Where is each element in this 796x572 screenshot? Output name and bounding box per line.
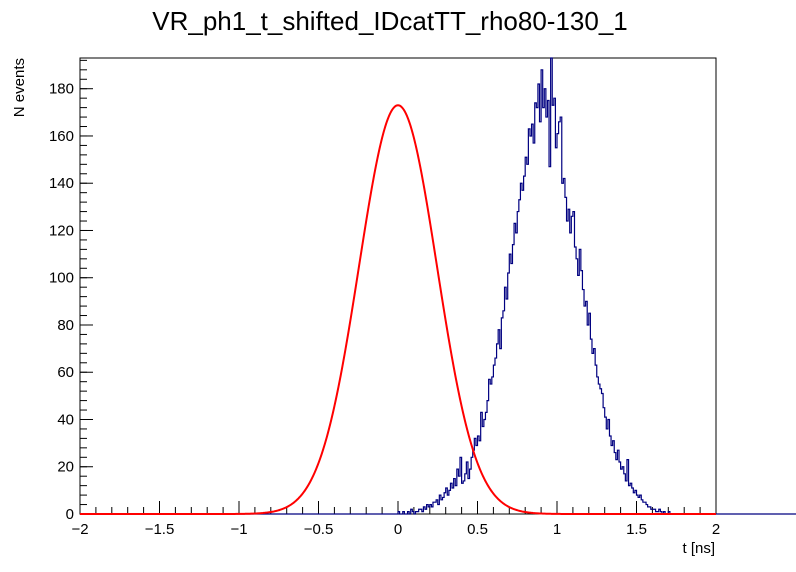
x-axis-title: t [ns] <box>682 540 715 557</box>
x-axis-tick-labels: −2 −1.5 −1 −0.5 0 0.5 1 1.5 2 <box>71 521 720 538</box>
y-tick-label: 160 <box>49 128 74 145</box>
y-tick-label: 120 <box>49 222 74 239</box>
y-tick-label: 180 <box>49 81 74 98</box>
x-tick-label: 0 <box>394 521 402 538</box>
x-tick-label: −1 <box>230 521 247 538</box>
y-axis-tick-labels: 0 20 40 60 80 100 120 140 160 180 <box>49 81 74 523</box>
x-tick-label: −2 <box>71 521 88 538</box>
y-axis-title: N events <box>11 58 28 117</box>
y-tick-label: 0 <box>66 506 74 523</box>
fit-curve <box>80 104 716 515</box>
y-tick-label: 60 <box>57 364 74 381</box>
y-tick-label: 20 <box>57 459 74 476</box>
y-tick-label: 100 <box>49 270 74 287</box>
x-tick-label: −1.5 <box>145 521 175 538</box>
x-tick-label: 0.5 <box>467 521 488 538</box>
x-tick-label: 1.5 <box>626 521 647 538</box>
histogram-series <box>80 57 796 515</box>
y-tick-label: 140 <box>49 175 74 192</box>
y-axis-ticks <box>80 59 93 515</box>
y-tick-label: 40 <box>57 411 74 428</box>
x-tick-label: −0.5 <box>304 521 334 538</box>
chart-title: VR_ph1_t_shifted_IDcatTT_rho80-130_1 <box>152 6 628 36</box>
x-tick-label: 1 <box>553 521 561 538</box>
plot-frame <box>79 57 717 515</box>
y-tick-label: 80 <box>57 317 74 334</box>
x-tick-label: 2 <box>712 521 720 538</box>
